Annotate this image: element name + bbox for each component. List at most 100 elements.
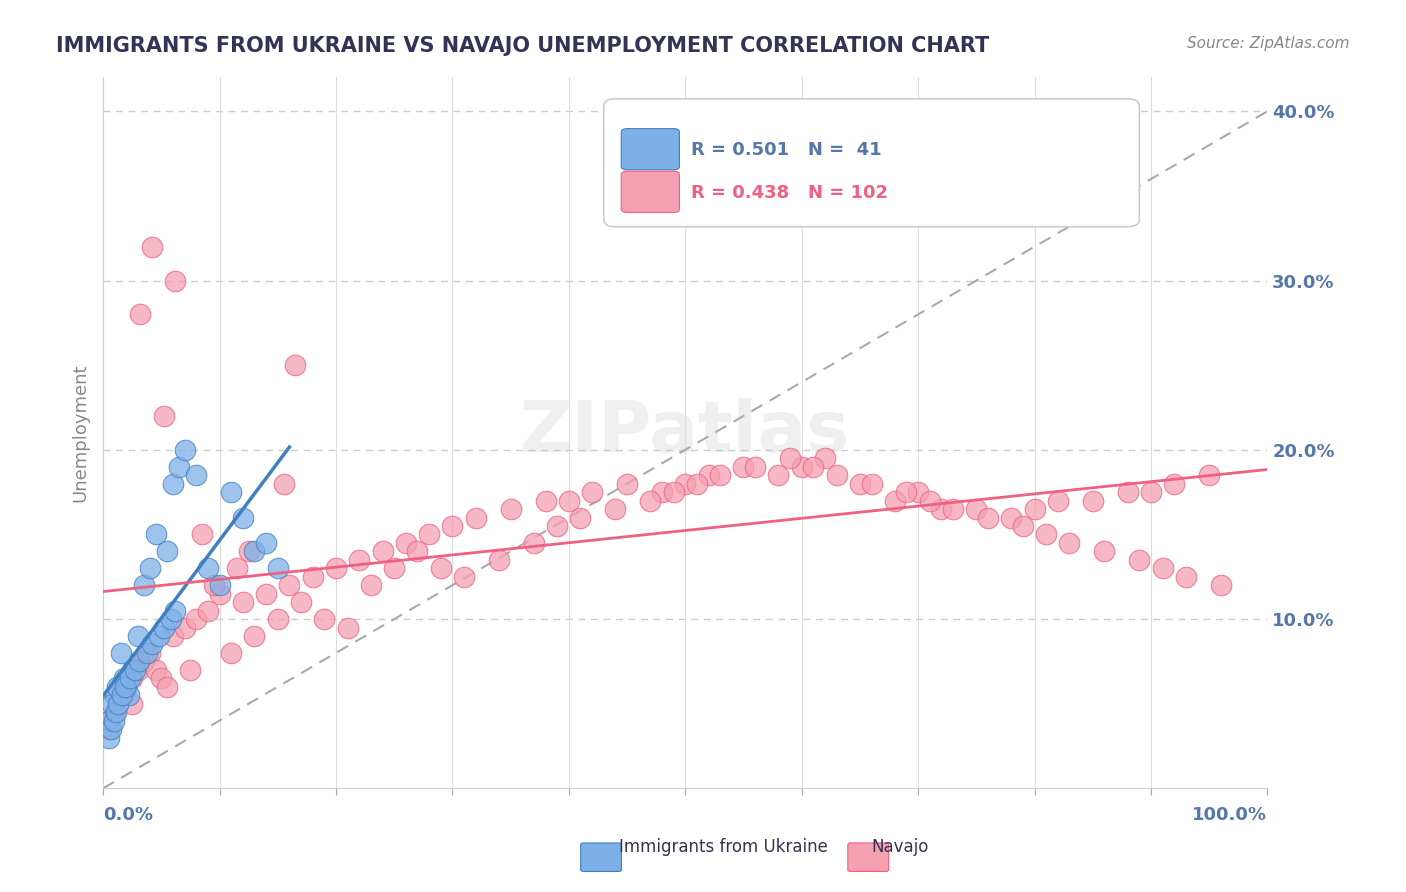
Point: [197, 604, 219, 618]
Point: [790, 459, 813, 474]
Point: [159, 612, 181, 626]
FancyBboxPatch shape: [603, 99, 1139, 227]
Point: [896, 485, 918, 500]
Point: [186, 468, 208, 483]
Text: Source: ZipAtlas.com: Source: ZipAtlas.com: [1187, 36, 1350, 51]
Point: [128, 654, 150, 668]
Point: [931, 502, 953, 516]
Point: [273, 476, 295, 491]
Point: [860, 476, 883, 491]
Point: [488, 553, 510, 567]
Point: [243, 629, 266, 643]
Point: [569, 510, 592, 524]
Point: [111, 688, 134, 702]
Point: [325, 561, 347, 575]
Point: [162, 476, 184, 491]
Point: [371, 544, 394, 558]
Point: [127, 663, 149, 677]
Point: [127, 629, 149, 643]
Point: [336, 620, 359, 634]
Point: [191, 527, 214, 541]
Point: [825, 468, 848, 483]
Point: [267, 561, 290, 575]
Point: [558, 493, 581, 508]
Point: [546, 519, 568, 533]
Point: [129, 307, 152, 321]
Point: [1000, 510, 1022, 524]
Point: [1081, 493, 1104, 508]
Point: [267, 612, 290, 626]
Point: [132, 654, 155, 668]
Point: [709, 468, 731, 483]
Point: [238, 544, 260, 558]
Point: [883, 493, 905, 508]
Point: [97, 731, 120, 745]
Point: [1209, 578, 1232, 592]
Point: [107, 697, 129, 711]
Point: [464, 510, 486, 524]
Point: [977, 510, 1000, 524]
Point: [1198, 468, 1220, 483]
Point: [243, 544, 266, 558]
Point: [697, 468, 720, 483]
Point: [145, 663, 167, 677]
Text: R = 0.438   N = 102: R = 0.438 N = 102: [692, 185, 889, 202]
Point: [152, 620, 174, 634]
Point: [814, 451, 837, 466]
Point: [121, 671, 143, 685]
Point: [254, 536, 277, 550]
Text: IMMIGRANTS FROM UKRAINE VS NAVAJO UNEMPLOYMENT CORRELATION CHART: IMMIGRANTS FROM UKRAINE VS NAVAJO UNEMPL…: [56, 36, 990, 55]
Point: [616, 476, 638, 491]
Point: [148, 629, 170, 643]
Point: [141, 240, 163, 254]
FancyBboxPatch shape: [621, 171, 679, 212]
Point: [173, 620, 195, 634]
Point: [132, 578, 155, 592]
Point: [314, 612, 336, 626]
Point: [138, 646, 160, 660]
Point: [165, 274, 187, 288]
Point: [360, 578, 382, 592]
Point: [1059, 536, 1081, 550]
Point: [429, 561, 451, 575]
Point: [768, 468, 790, 483]
Point: [534, 493, 557, 508]
Point: [1140, 485, 1163, 500]
Point: [105, 680, 128, 694]
Point: [124, 663, 146, 677]
Point: [121, 663, 143, 677]
Point: [1092, 544, 1115, 558]
Point: [406, 544, 429, 558]
Point: [167, 459, 190, 474]
Point: [112, 671, 135, 685]
Point: [118, 688, 141, 702]
Text: Navajo: Navajo: [872, 838, 929, 856]
Point: [1152, 561, 1174, 575]
Point: [523, 536, 546, 550]
Text: R = 0.501   N =  41: R = 0.501 N = 41: [692, 141, 882, 159]
Point: [219, 485, 242, 500]
Point: [110, 688, 132, 702]
Point: [173, 442, 195, 457]
Point: [162, 629, 184, 643]
Point: [232, 510, 254, 524]
Point: [197, 561, 219, 575]
Point: [104, 705, 127, 719]
Point: [382, 561, 405, 575]
Point: [165, 604, 187, 618]
Point: [581, 485, 603, 500]
Point: [156, 680, 179, 694]
Text: 0.0%: 0.0%: [103, 806, 153, 824]
Point: [114, 680, 136, 694]
Point: [156, 544, 179, 558]
Point: [651, 485, 673, 500]
Point: [942, 502, 965, 516]
Point: [115, 680, 138, 694]
Point: [141, 637, 163, 651]
FancyBboxPatch shape: [621, 128, 679, 169]
Point: [662, 485, 685, 500]
Point: [284, 358, 307, 372]
Point: [100, 722, 122, 736]
Point: [1174, 570, 1197, 584]
Point: [1024, 502, 1046, 516]
